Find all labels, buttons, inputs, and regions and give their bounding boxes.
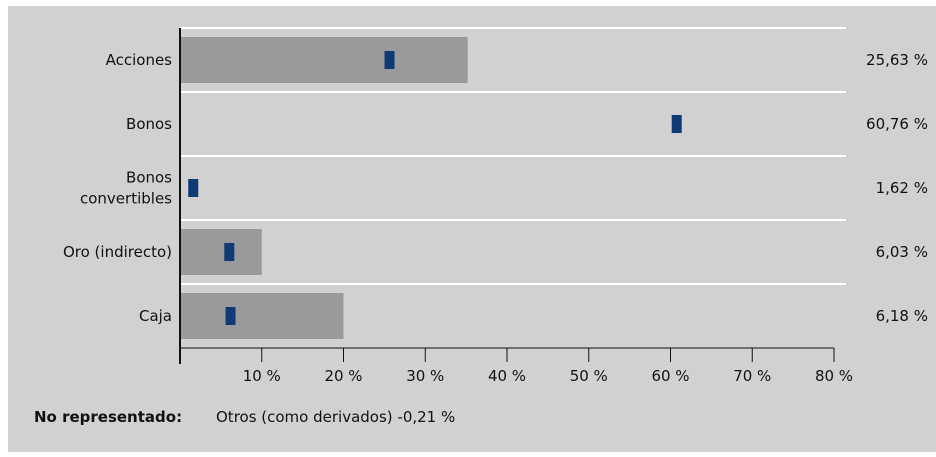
footnote-label: No representado:	[34, 408, 183, 426]
x-tick-label: 20 %	[324, 367, 362, 385]
markers-layer	[188, 51, 682, 325]
chart-panel	[8, 6, 936, 452]
value-label: 60,76 %	[866, 115, 928, 133]
allocation-bar	[180, 229, 262, 275]
footnote-text: Otros (como derivados) -0,21 %	[216, 408, 456, 426]
allocation-marker	[384, 51, 395, 69]
x-tick-label: 70 %	[733, 367, 771, 385]
gridlines	[180, 27, 846, 285]
category-label: Bonos convertibles	[80, 169, 172, 208]
footnote: No representado: Otros (como derivados) -…	[34, 408, 455, 426]
allocation-bar	[180, 293, 344, 339]
value-label: 6,03 %	[876, 243, 928, 261]
category-label: Caja	[139, 307, 172, 325]
category-label: Bonos	[126, 115, 172, 133]
category-label: Oro (indirecto)	[63, 243, 172, 261]
allocation-marker	[224, 243, 235, 261]
allocation-bar	[180, 37, 468, 83]
allocation-marker	[188, 179, 199, 197]
x-tick-label: 60 %	[651, 367, 689, 385]
x-tick-label: 80 %	[815, 367, 853, 385]
value-labels: 25,63 % 60,76 % 1,62 % 6,03 % 6,18 %	[866, 51, 928, 325]
category-label: Acciones	[106, 51, 173, 69]
category-labels: Acciones Bonos Bonos convertibles Oro (indir…	[63, 51, 172, 325]
x-tick-label: 30 %	[406, 367, 444, 385]
x-axis: 10 % 20 % 30 % 40 % 50 % 60 % 70 % 80 %	[179, 28, 853, 385]
x-tick-label: 10 %	[243, 367, 281, 385]
allocation-marker	[671, 115, 682, 133]
allocation-marker	[225, 307, 236, 325]
value-label: 25,63 %	[866, 51, 928, 69]
value-label: 6,18 %	[876, 307, 928, 325]
value-label: 1,62 %	[876, 179, 928, 197]
x-tick-label: 40 %	[488, 367, 526, 385]
bars-layer	[180, 37, 468, 339]
x-tick-label: 50 %	[570, 367, 608, 385]
